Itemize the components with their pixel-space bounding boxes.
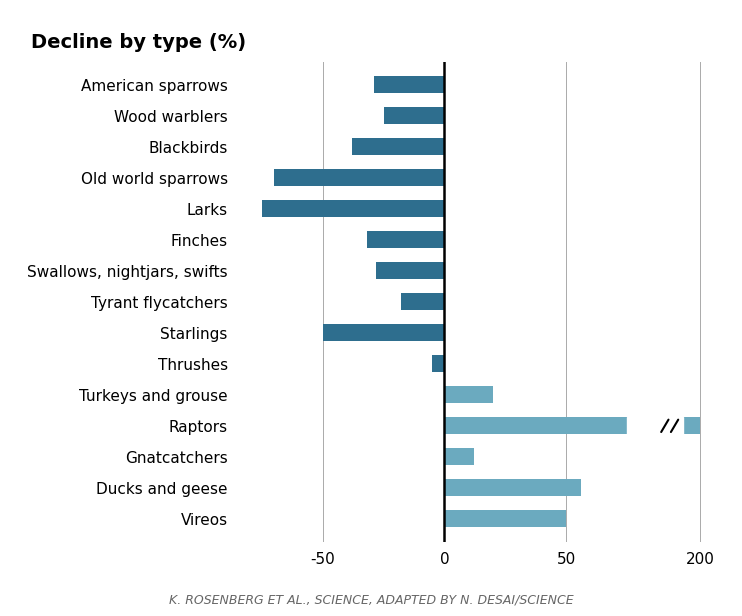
Bar [433, 355, 444, 372]
Bar [323, 324, 444, 341]
Bar [376, 262, 444, 280]
Bar [401, 293, 444, 310]
Bar [262, 200, 444, 217]
Bar [627, 417, 683, 434]
Bar [374, 76, 444, 94]
Bar [384, 107, 444, 124]
Text: Decline by type (%): Decline by type (%) [31, 33, 246, 52]
Bar [444, 448, 473, 465]
Bar [367, 232, 444, 248]
Bar [444, 417, 700, 434]
Bar [352, 139, 444, 155]
Bar [274, 169, 444, 187]
Bar [444, 386, 493, 403]
Bar [444, 510, 566, 527]
Text: K. ROSENBERG ET AL., SCIENCE, ADAPTED BY N. DESAI/SCIENCE: K. ROSENBERG ET AL., SCIENCE, ADAPTED BY… [168, 594, 574, 607]
Bar [444, 479, 581, 496]
